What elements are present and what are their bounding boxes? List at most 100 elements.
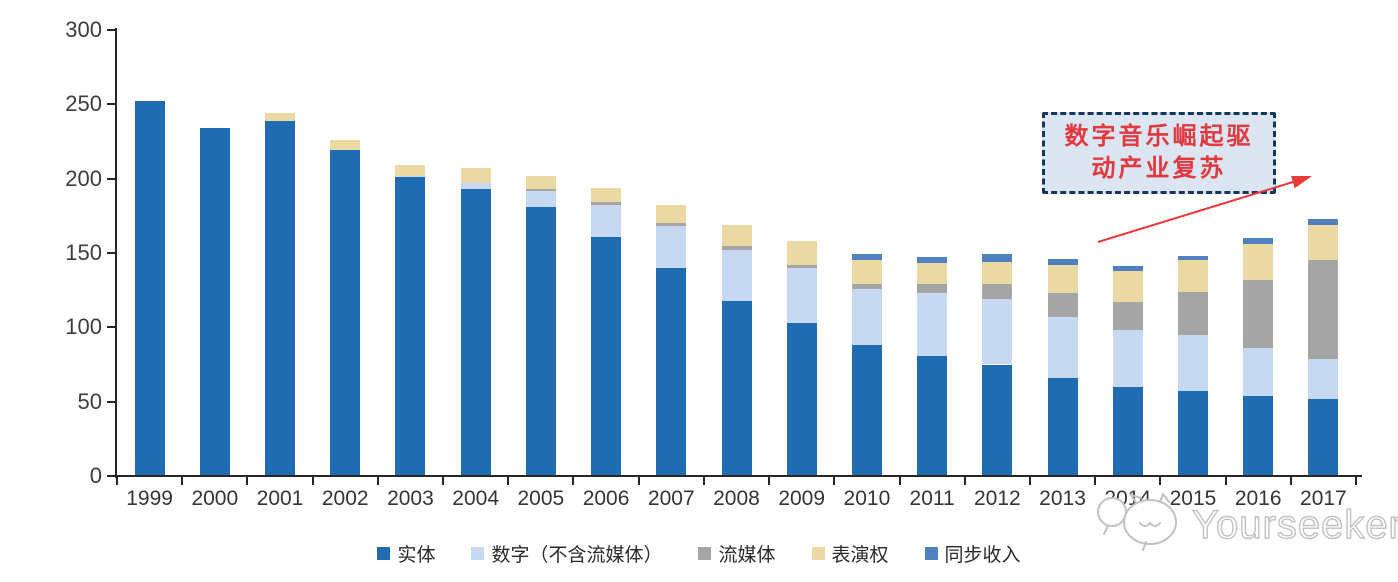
x-axis-tick: [442, 477, 445, 485]
annotation-callout: 数字音乐崛起驱 动产业复苏: [1042, 112, 1276, 194]
annotation-text-line2: 动产业复苏: [1091, 155, 1227, 182]
bar-segment-digital-excl-streaming: [460, 183, 491, 190]
bar-segment-sync-revenue: [1047, 258, 1078, 265]
y-axis-tick: [107, 177, 117, 180]
bar-segment-digital-excl-streaming: [917, 293, 948, 356]
bar-segment-performance-rights: [1308, 224, 1339, 261]
y-axis-tick: [107, 29, 117, 31]
legend-item-physical: 实体: [377, 540, 435, 567]
y-axis-label: 200: [65, 165, 102, 191]
x-axis-label: 2011: [909, 487, 955, 510]
x-axis-label: 1999: [126, 487, 173, 510]
bar-segment-physical: [591, 236, 622, 476]
bar-segment-performance-rights: [656, 205, 687, 224]
legend-label-physical: 实体: [397, 545, 436, 566]
bar-segment-physical: [917, 355, 948, 476]
bar-segment-physical: [525, 206, 556, 476]
bar-segment-performance-rights: [851, 260, 882, 285]
bar-segment-performance-rights: [982, 261, 1013, 285]
bar-segment-sync-revenue: [1112, 266, 1143, 271]
chart-legend: 实体 数字（不含流媒体） 流媒体 表演权 同步收入: [0, 540, 1398, 567]
y-axis-label: 50: [77, 388, 102, 414]
bar-segment-digital-excl-streaming: [591, 205, 622, 237]
x-axis-tick: [1289, 477, 1292, 485]
bar-segment-physical: [721, 300, 752, 476]
x-axis-tick: [833, 477, 836, 485]
x-axis-label: 2003: [387, 487, 434, 510]
x-axis-label: 2005: [517, 487, 565, 510]
bar-segment-digital-excl-streaming: [395, 175, 426, 178]
bar-segment-performance-rights: [265, 113, 296, 121]
bar-segment-performance-rights: [786, 241, 817, 265]
y-axis-tick: [107, 252, 117, 254]
x-axis-label: 2000: [191, 487, 239, 510]
bar-segment-digital-excl-streaming: [525, 190, 556, 207]
x-axis-label: 2015: [1169, 487, 1217, 510]
x-axis-tick: [1224, 477, 1227, 485]
x-axis-tick: [311, 477, 314, 485]
x-axis-label: 2008: [713, 487, 760, 510]
x-axis-tick: [898, 477, 901, 485]
bar-segment-streaming: [982, 284, 1013, 300]
x-axis-label: 2002: [321, 487, 369, 510]
x-axis-label: 2006: [582, 487, 630, 510]
x-axis-label: 2001: [256, 487, 304, 510]
legend-item-digital-excl-streaming: 数字（不含流媒体）: [471, 540, 662, 567]
y-axis-tick: [107, 400, 117, 403]
legend-label-digital-excl-streaming: 数字（不含流媒体）: [491, 545, 663, 566]
x-axis-tick: [963, 477, 966, 485]
bar-segment-physical: [199, 128, 230, 476]
bar-segment-streaming: [1177, 291, 1208, 335]
bar-segment-performance-rights: [395, 165, 426, 176]
y-axis-tick: [107, 475, 117, 477]
bar-segment-performance-rights: [1112, 270, 1143, 303]
x-axis-tick: [1355, 477, 1357, 485]
legend-swatch-sync-revenue: [924, 547, 938, 560]
x-axis-tick: [116, 477, 118, 485]
bar-segment-digital-excl-streaming: [656, 226, 687, 268]
x-axis-tick: [181, 477, 184, 485]
legend-swatch-streaming: [698, 547, 712, 560]
legend-label-sync-revenue: 同步收入: [944, 545, 1021, 566]
bar-segment-performance-rights: [1177, 260, 1208, 292]
bar-segment-sync-revenue: [1308, 218, 1339, 225]
x-axis-line: [115, 475, 1362, 477]
annotation-text-line1: 数字音乐崛起驱: [1064, 123, 1254, 150]
bar-segment-streaming: [591, 202, 622, 206]
x-axis-label: 2010: [843, 487, 891, 510]
bar-segment-streaming: [721, 245, 752, 251]
bar-segment-physical: [265, 120, 296, 476]
bar-segment-sync-revenue: [1177, 255, 1208, 261]
bar-segment-sync-revenue: [1243, 238, 1274, 245]
x-axis-tick: [572, 477, 575, 485]
y-axis-label: 150: [65, 240, 102, 265]
y-axis-line: [115, 28, 117, 478]
bar-segment-performance-rights: [460, 168, 491, 184]
bar-segment-streaming: [1243, 279, 1274, 349]
bar-segment-sync-revenue: [917, 257, 948, 264]
bar-segment-digital-excl-streaming: [786, 267, 817, 323]
x-axis-label: 2013: [1039, 487, 1086, 510]
legend-label-performance-rights: 表演权: [831, 545, 889, 566]
bar-segment-physical: [1177, 391, 1208, 476]
bar-segment-streaming: [1112, 302, 1143, 331]
bar-segment-digital-excl-streaming: [1177, 334, 1208, 392]
bar-segment-streaming: [525, 189, 556, 191]
x-axis-tick: [246, 477, 249, 485]
bar-segment-streaming: [1047, 293, 1078, 317]
bar-segment-performance-rights: [330, 140, 361, 151]
bar-segment-digital-excl-streaming: [851, 288, 882, 346]
y-axis-tick: [107, 326, 117, 329]
bar-segment-physical: [134, 101, 165, 476]
x-axis-tick: [702, 477, 705, 485]
bar-segment-digital-excl-streaming: [1112, 330, 1143, 387]
bar-segment-physical: [395, 177, 426, 476]
x-axis-label: 2012: [973, 487, 1021, 510]
legend-item-streaming: 流媒体: [698, 540, 776, 567]
legend-label-streaming: 流媒体: [718, 545, 776, 566]
bar-segment-physical: [851, 345, 882, 476]
bar-segment-physical: [1112, 386, 1143, 476]
bar-segment-performance-rights: [1047, 264, 1078, 294]
x-axis-label: 2016: [1234, 487, 1282, 510]
